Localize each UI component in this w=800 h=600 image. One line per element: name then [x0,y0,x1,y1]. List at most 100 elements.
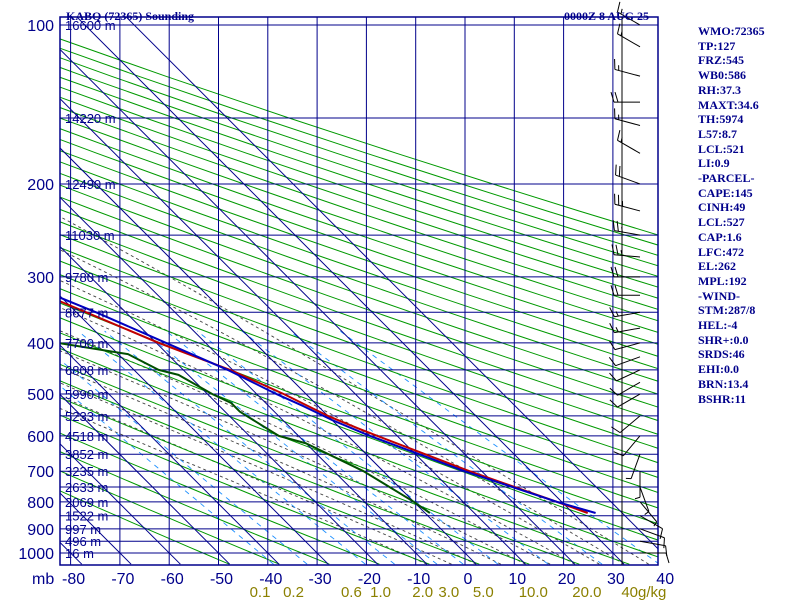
temperature-tick-label: -60 [161,571,184,588]
temperature-tick-label: -50 [210,571,233,588]
param-item: TH:5974 [698,112,744,127]
height-label: 3235 m [65,464,108,479]
temperature-tick-label: 20 [558,571,576,588]
height-label: 16 m [65,546,94,561]
height-label: 2069 m [65,495,108,510]
mixing-ratio-line [289,330,603,565]
mixing-ratio-label: 3.0 [438,584,459,600]
sounding-time: 0000Z 8 AUG 25 [564,9,650,23]
param-item: MAXT:34.6 [698,97,759,112]
temperature-tick-label: -40 [259,571,282,588]
moist-adiabat [60,249,625,565]
mixing-ratio-line [340,330,658,564]
mixing-ratio-line [77,330,366,565]
wind-barb [609,307,641,318]
param-item: WB0:586 [698,68,746,83]
height-label: 8677 m [65,305,108,320]
pressure-label: 700 [27,464,54,481]
wind-barb [616,23,641,48]
wind-barb [616,1,641,26]
wind-barb [639,515,664,540]
wind-barb [610,92,640,103]
mixing-ratio-line [165,330,464,565]
dry-adiabat [60,380,530,565]
station-title: KABQ (72365) Sounding [66,9,195,23]
dry-adiabat [60,161,658,370]
param-item: -PARCEL- [698,171,755,186]
dry-adiabat [60,66,658,267]
dry-adiabat [60,47,658,246]
param-item: L57:8.7 [698,126,737,141]
dry-adiabat [60,302,658,525]
isotherm-line [60,295,329,565]
mixing-ratio-label: 5.0 [473,584,494,600]
param-item: MPL:192 [698,273,747,288]
height-label: 7700 m [65,336,108,351]
pressure-label: 1000 [18,546,54,563]
wind-barb [639,501,658,527]
plot-area [0,13,658,565]
isotherm-line [60,344,280,565]
height-label: 11030 m [65,228,115,243]
dry-adiabat [60,117,658,322]
mixing-ratio-label: 10.0 [519,584,548,600]
param-item: BSHR:11 [698,391,747,406]
isotherm-line [60,97,526,565]
wind-barb [609,369,641,382]
temperature-tick-label: -30 [309,571,332,588]
wind-barb [614,108,641,126]
dry-adiabat [60,397,480,565]
moist-adiabat [60,216,649,565]
moist-adiabat [60,350,526,565]
dry-adiabat [60,234,658,449]
param-item: TP:127 [698,38,736,53]
parameter-list: WMO:72365 TP:127 FRZ:545 WB0:586 RH:37.3 MAXT… [698,24,765,406]
pressure-label: 300 [27,270,54,287]
wind-barb [639,528,665,549]
pressure-unit-label: mb [32,571,54,588]
dry-adiabat [60,221,658,435]
height-label: 6808 m [65,363,108,378]
height-label: 496 m [65,534,101,549]
param-item: SRDS:46 [698,347,745,362]
temperature-tick-label: -10 [407,571,430,588]
dry-adiabat [60,138,658,345]
isotherm-line [60,245,378,565]
dry-adiabat [60,96,658,299]
wind-barb [608,340,641,351]
pressure-label: 800 [27,495,54,512]
wind-barb [608,356,641,367]
dry-adiabat [60,86,658,288]
pressure-label: 400 [27,336,54,353]
param-item: LCL:521 [698,141,745,156]
height-label: 2633 m [65,480,108,495]
wind-barb [614,193,641,212]
dry-adiabat [60,490,230,565]
mixing-ratio-label: 0.2 [283,584,304,600]
dry-adiabat [60,247,658,464]
param-item: CINH:49 [698,200,746,215]
temperature-tick-label: 10 [508,571,526,588]
wind-barb [613,435,641,457]
height-label: 1522 m [65,509,108,524]
wind-barb [612,220,641,236]
param-item: EL:262 [698,259,737,274]
isotherm-line [0,13,32,564]
temperature-trace [60,300,589,514]
height-label: 12490 m [65,177,116,192]
height-label: 997 m [65,522,101,537]
parcel-trace [60,296,596,514]
temperature-tick-label: -80 [62,571,85,588]
param-item: FRZ:545 [698,53,744,68]
height-label: 16600 m [65,18,116,33]
mixing-ratio-line [60,385,274,565]
dry-adiabat [60,260,658,478]
mixing-ratio-label: 1.0 [370,584,391,600]
pressure-label: 200 [27,177,54,194]
wind-barb [609,381,641,396]
param-item: LCL:527 [698,215,745,230]
mixing-ratio-label: 40g/kg [621,584,666,600]
temperature-tick-label: -20 [358,571,381,588]
